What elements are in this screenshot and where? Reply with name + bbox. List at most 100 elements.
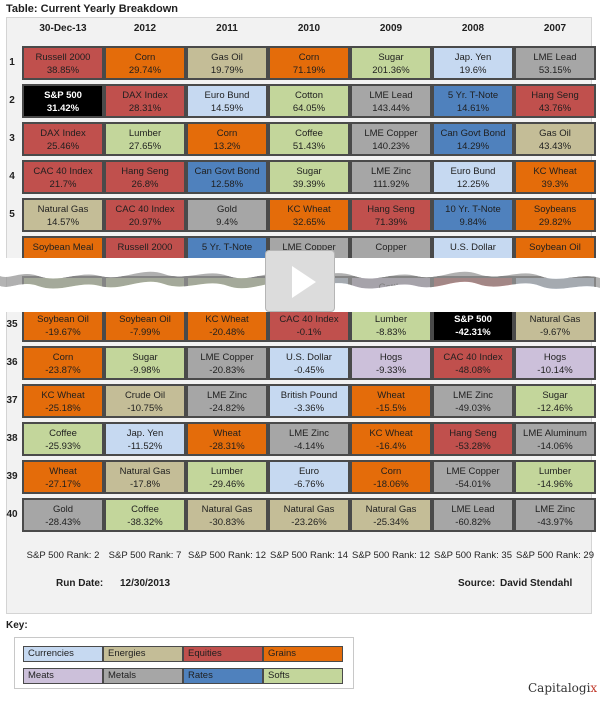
asset-name: Russell 2000 [35, 52, 91, 63]
asset-cell: LME Lead 53.15% [514, 46, 596, 80]
asset-return: 43.43% [538, 141, 572, 152]
legend-item: Meats [23, 668, 103, 684]
asset-cell: Can Govt Bond 12.58% [186, 160, 268, 194]
asset-return: 29.82% [538, 217, 572, 228]
asset-name: Coffee [295, 128, 323, 139]
asset-return: -10.75% [127, 403, 163, 414]
asset-cell: Natural Gas 14.57% [22, 198, 104, 232]
asset-return: -3.36% [293, 403, 325, 414]
asset-name: Gas Oil [539, 128, 571, 139]
rank-number: 38 [6, 433, 18, 444]
asset-cell: LME Lead 143.44% [350, 84, 432, 118]
asset-name: Jap. Yen [126, 428, 164, 439]
asset-return: -15.5% [375, 403, 407, 414]
asset-return: 9.84% [459, 217, 487, 228]
asset-cell: Lumber -14.96% [514, 460, 596, 494]
asset-return: -10.14% [537, 365, 573, 376]
asset-name: Sugar [296, 166, 322, 177]
asset-return: -0.1% [296, 327, 322, 338]
legend-item: Metals [103, 668, 183, 684]
asset-return: -49.03% [455, 403, 491, 414]
asset-cell: Natural Gas -25.34% [350, 498, 432, 532]
column-header: 2008 [461, 23, 485, 34]
asset-return: -60.82% [455, 517, 491, 528]
asset-name: LME Zinc [534, 504, 576, 515]
asset-return: -9.67% [539, 327, 571, 338]
rank-number: 36 [6, 357, 18, 368]
asset-return: 20.97% [128, 217, 162, 228]
asset-return: -25.34% [373, 517, 409, 528]
asset-cell: 10 Yr. T-Note 9.84% [432, 198, 514, 232]
sp500-rank: S&P 500 Rank: 35 [434, 550, 512, 561]
asset-cell: S&P 500 -42.31% [432, 308, 514, 342]
rank-number: 4 [9, 171, 15, 182]
legend-item: Rates [183, 668, 263, 684]
asset-return: 38.85% [46, 65, 80, 76]
asset-cell: Corn -18.06% [350, 460, 432, 494]
video-play-button[interactable] [265, 250, 335, 312]
asset-return: 43.76% [538, 103, 572, 114]
asset-name: KC Wheat [41, 390, 85, 401]
asset-name: Euro Bund [450, 166, 496, 177]
asset-return: 21.7% [49, 179, 77, 190]
asset-cell: Corn 71.19% [268, 46, 350, 80]
asset-return: -48.08% [455, 365, 491, 376]
asset-cell: Wheat -27.17% [22, 460, 104, 494]
asset-cell: Natural Gas -9.67% [514, 308, 596, 342]
asset-cell: Gold -28.43% [22, 498, 104, 532]
asset-cell: Lumber 27.65% [104, 122, 186, 156]
asset-return: 25.46% [46, 141, 80, 152]
asset-cell: Natural Gas -30.83% [186, 498, 268, 532]
asset-cell: LME Copper -20.83% [186, 346, 268, 380]
asset-cell: Corn 13.2% [186, 122, 268, 156]
asset-cell: Wheat -28.31% [186, 422, 268, 456]
legend-item: Energies [103, 646, 183, 662]
asset-cell: Sugar -9.98% [104, 346, 186, 380]
asset-cell: British Pound -3.36% [268, 384, 350, 418]
asset-return: -17.8% [129, 479, 161, 490]
asset-return: 29.74% [128, 65, 162, 76]
asset-cell: Hang Seng 43.76% [514, 84, 596, 118]
asset-return: -29.46% [209, 479, 245, 490]
sp500-rank: S&P 500 Rank: 2 [26, 550, 100, 561]
asset-return: -18.06% [373, 479, 409, 490]
asset-cell: Hogs -10.14% [514, 346, 596, 380]
asset-cell: Coffee -25.93% [22, 422, 104, 456]
asset-name: Hang Seng [449, 428, 497, 439]
asset-return: 39.3% [541, 179, 569, 190]
column-header: 2010 [297, 23, 321, 34]
asset-name: CAC 40 Index [115, 204, 175, 215]
asset-name: Corn [216, 128, 238, 139]
asset-return: 111.92% [372, 179, 410, 190]
asset-return: -42.31% [455, 327, 491, 338]
asset-return: -14.06% [537, 441, 573, 452]
asset-cell: U.S. Dollar -0.45% [268, 346, 350, 380]
asset-return: -23.26% [291, 517, 327, 528]
asset-return: -23.87% [45, 365, 81, 376]
asset-name: Natural Gas [283, 504, 335, 515]
asset-return: -38.32% [127, 517, 163, 528]
asset-cell: Sugar 39.39% [268, 160, 350, 194]
asset-name: Soybean Meal [32, 242, 94, 253]
rank-number: 35 [6, 319, 18, 330]
asset-return: 12.58% [210, 179, 244, 190]
asset-name: KC Wheat [287, 204, 331, 215]
asset-return: 64.05% [292, 103, 326, 114]
asset-return: 53.15% [538, 65, 572, 76]
asset-name: Natural Gas [201, 504, 253, 515]
sp500-rank: S&P 500 Rank: 29 [516, 550, 594, 561]
asset-name: CAC 40 Index [279, 314, 339, 325]
rank-number: 3 [9, 133, 15, 144]
asset-name: Crude Oil [124, 390, 166, 401]
asset-cell: Soybeans 29.82% [514, 198, 596, 232]
legend-item: Equities [183, 646, 263, 662]
asset-return: -6.76% [293, 479, 325, 490]
asset-cell: Euro -6.76% [268, 460, 350, 494]
asset-cell: Gas Oil 19.79% [186, 46, 268, 80]
asset-cell: LME Zinc -24.82% [186, 384, 268, 418]
asset-name: Natural Gas [529, 314, 581, 325]
asset-name: Can Govt Bond [440, 128, 506, 139]
asset-return: 13.2% [213, 141, 241, 152]
asset-cell: KC Wheat 39.3% [514, 160, 596, 194]
asset-cell: Hang Seng 71.39% [350, 198, 432, 232]
